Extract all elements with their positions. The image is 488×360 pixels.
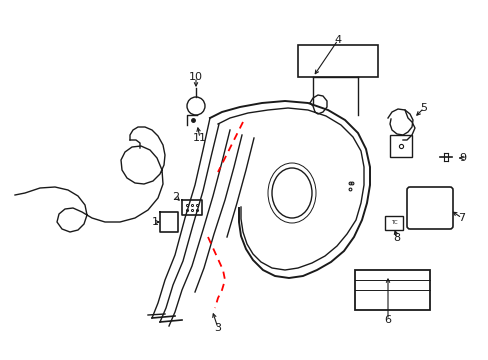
Text: 9: 9 [459, 153, 466, 163]
Text: 6: 6 [384, 315, 391, 325]
Text: 8: 8 [393, 233, 400, 243]
Text: 11: 11 [193, 133, 206, 143]
Text: 7: 7 [458, 213, 465, 223]
Bar [384, 216, 402, 230]
Text: 4: 4 [334, 35, 341, 45]
Text: 1: 1 [151, 217, 158, 227]
Bar [389, 135, 411, 157]
Bar [354, 270, 429, 310]
Text: 3: 3 [214, 323, 221, 333]
Text: 2: 2 [172, 192, 179, 202]
Text: TC: TC [390, 220, 397, 225]
Text: 10: 10 [189, 72, 203, 82]
Text: 5: 5 [420, 103, 427, 113]
Bar [297, 45, 377, 77]
